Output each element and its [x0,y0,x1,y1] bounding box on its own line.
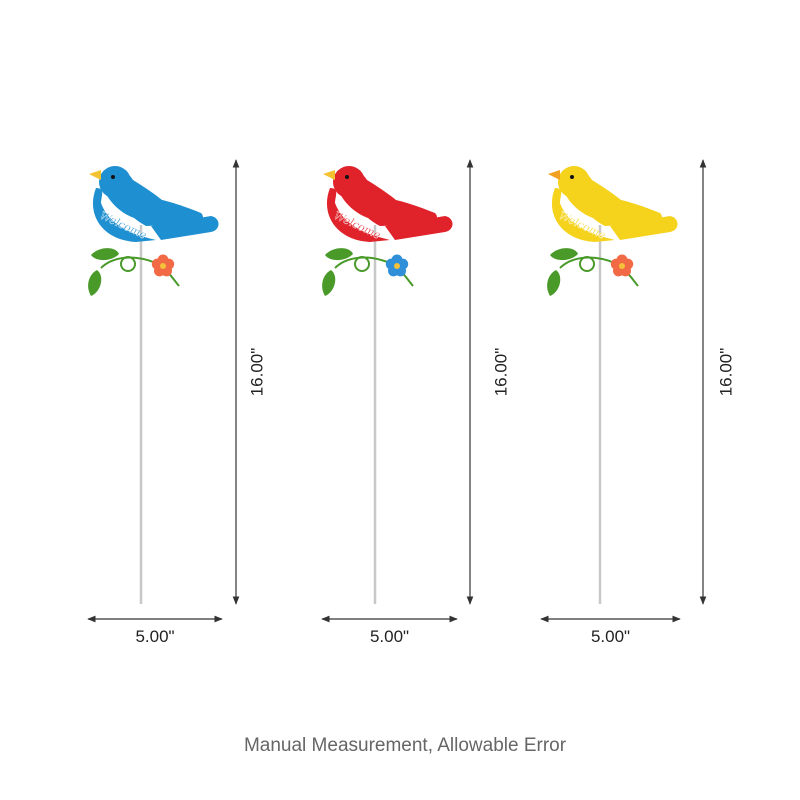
bird-figure: Welcome [547,166,678,296]
product-2: Welcome 16.00" 5.00" [321,159,510,646]
flower [151,254,175,277]
height-label: 16.00" [247,348,266,397]
width-label: 5.00" [135,627,174,646]
bird-beak [548,170,560,180]
width-label: 5.00" [591,627,630,646]
leaf [325,248,353,261]
bird-figure: Welcome [322,166,453,296]
bird-eye [345,175,349,179]
height-label: 16.00" [491,348,510,397]
bird-figure: Welcome [88,166,219,296]
caption: Manual Measurement, Allowable Error [243,735,567,756]
bird-tail [610,216,678,240]
product-1: Welcome 16.00" 5.00" [87,159,266,646]
product-3: Welcome 16.00" 5.00" [540,159,735,646]
leaf [550,248,578,261]
branch-curl [579,256,595,272]
height-label: 16.00" [716,348,735,397]
flower [385,254,409,277]
flower [610,254,634,277]
bird-head [99,166,131,198]
bird-eye [111,175,115,179]
bird-head [333,166,365,198]
branch-curl [354,256,370,272]
bird-body-ring [551,188,615,242]
leaf [547,270,561,296]
leaf [322,270,336,296]
bird-beak [323,170,335,180]
width-label: 5.00" [370,627,409,646]
bird-beak [89,170,101,180]
bird-tail [151,216,219,240]
bird-body-ring [326,188,390,242]
bird-eye [570,175,574,179]
leaf [88,270,102,296]
leaf [91,248,119,261]
bird-head [558,166,590,198]
bird-body-ring [92,188,156,242]
branch-curl [120,256,136,272]
bird-tail [385,216,453,240]
